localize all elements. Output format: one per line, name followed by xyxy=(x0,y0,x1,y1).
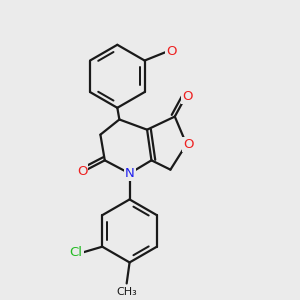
Text: O: O xyxy=(182,90,192,103)
Text: O: O xyxy=(77,165,87,178)
Text: N: N xyxy=(125,167,134,180)
Text: O: O xyxy=(167,45,177,58)
Text: Cl: Cl xyxy=(70,246,83,259)
Text: O: O xyxy=(184,138,194,151)
Text: CH₃: CH₃ xyxy=(116,286,137,297)
